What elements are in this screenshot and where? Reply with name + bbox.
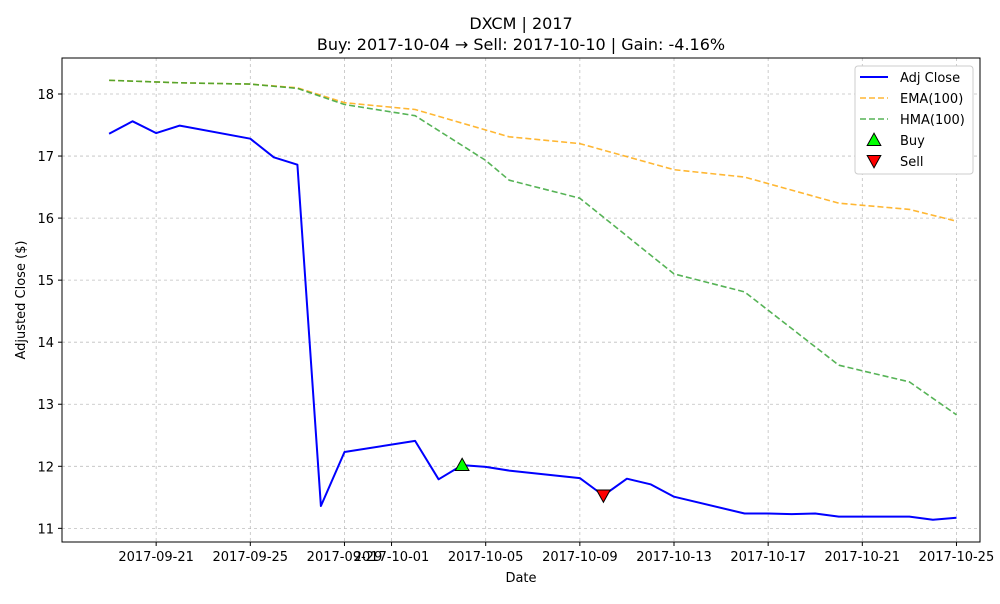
x-axis: 2017-09-21 2017-09-25 2017-09-292017-10-01… — [118, 542, 994, 565]
y-tick-label: 11 — [37, 522, 54, 537]
series-line-hma-100 — [109, 79, 957, 416]
x-tick-label: 2017-10-01 — [354, 550, 430, 565]
legend-marker-sell — [866, 155, 882, 169]
marker-layer — [454, 457, 612, 504]
y-tick-label: 15 — [37, 274, 54, 289]
x-tick-label: 2017-10-13 — [636, 550, 712, 565]
chart-subtitle: Buy: 2017-10-04 → Sell: 2017-10-10 | Gai… — [317, 35, 725, 54]
x-axis-label: Date — [505, 571, 536, 586]
y-tick-label: 17 — [37, 150, 54, 165]
series-layer — [108, 79, 957, 521]
x-tick-label: 2017-10-09 — [542, 550, 618, 565]
legend-frame — [854, 65, 974, 175]
plot-frame — [61, 57, 981, 543]
legend-label: Adj Close — [900, 71, 960, 86]
x-tick-label: 2017-09-21 — [118, 550, 194, 565]
sell-marker — [595, 489, 612, 504]
chart-title: DXCM | 2017 — [469, 14, 572, 33]
legend-label: HMA(100) — [900, 113, 965, 128]
grid — [62, 58, 980, 542]
x-tick-label: 2017-10-17 — [730, 550, 806, 565]
y-tick-label: 16 — [37, 212, 54, 227]
series-line-adj-close — [108, 120, 957, 521]
legend-label: Buy — [900, 134, 925, 149]
series-line-ema-100 — [109, 79, 957, 222]
buy-marker — [454, 457, 470, 472]
legend-label: EMA(100) — [900, 92, 963, 107]
y-axis: 11 12 13 14 15 16 17 18 — [37, 88, 62, 537]
y-tick-label: 14 — [37, 336, 54, 351]
x-tick-label: 2017-10-21 — [825, 550, 901, 565]
x-tick-label: 2017-10-05 — [448, 550, 524, 565]
legend-label: Sell — [900, 155, 923, 170]
y-tick-label: 12 — [37, 460, 54, 475]
x-tick-label: 2017-09-25 — [213, 550, 289, 565]
legend: Adj Close EMA(100) HMA(100) Buy Sell — [854, 65, 974, 175]
y-tick-label: 13 — [37, 398, 54, 413]
x-tick-label: 2017-10-25 — [919, 550, 995, 565]
y-tick-label: 18 — [37, 88, 54, 103]
legend-marker-buy — [866, 132, 882, 146]
x-tick-label: 2017-09-29 — [307, 550, 383, 565]
y-axis-label: Adjusted Close ($) — [14, 241, 29, 360]
